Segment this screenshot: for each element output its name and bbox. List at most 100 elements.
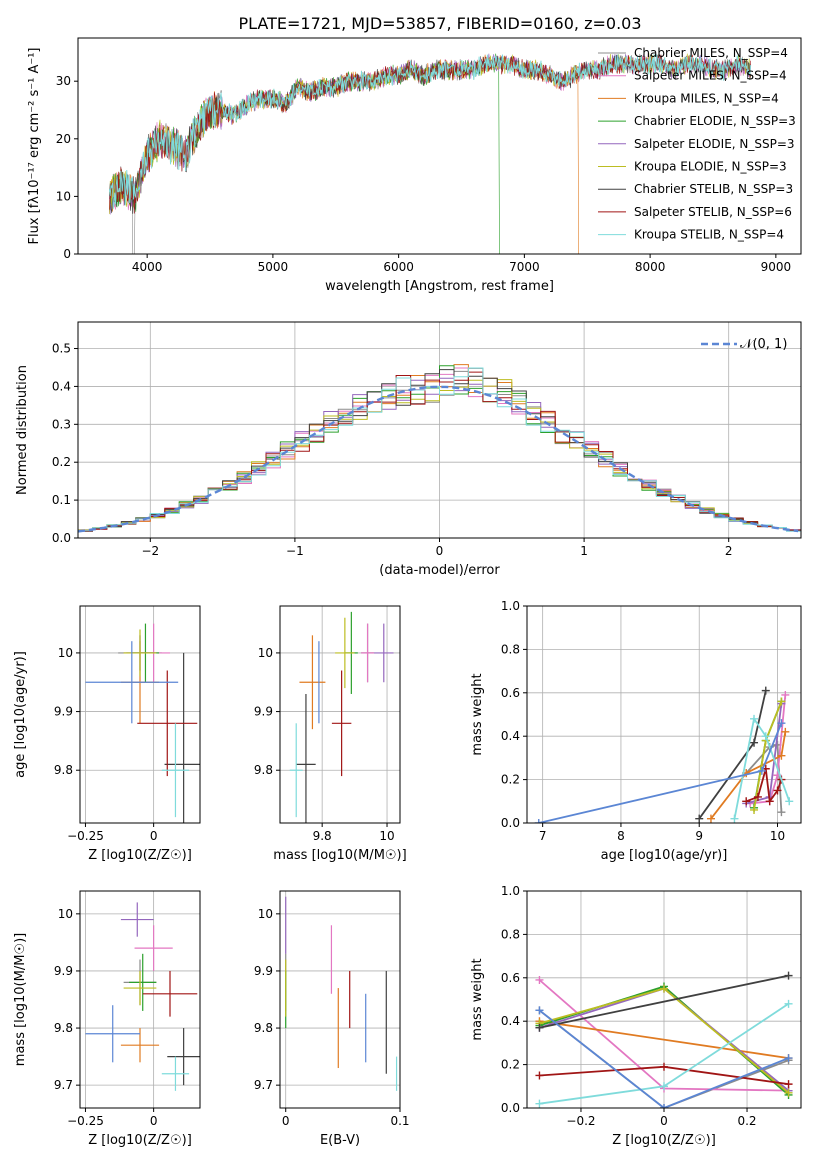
y-tick-label: 9.7 [254, 1078, 273, 1092]
series-marker [784, 971, 793, 980]
series-marker [785, 797, 794, 806]
y-tick-label: 30 [56, 74, 71, 88]
series-marker [761, 732, 770, 741]
legend-entry: Chabrier MILES, N_SSP=4 [634, 46, 788, 60]
y-tick-label: 0.4 [501, 729, 520, 743]
y-tick-label: 9.9 [54, 964, 73, 978]
series-marker [742, 797, 751, 806]
x-tick-label: 0 [150, 829, 158, 843]
y-tick-label: 0.2 [52, 455, 71, 469]
y-tick-label: 10 [258, 646, 273, 660]
data-point [374, 623, 394, 683]
series-marker [777, 751, 786, 760]
series-marker [784, 1054, 793, 1063]
legend-entry: Salpeter MILES, N_SSP=4 [634, 69, 787, 83]
y-tick-label: 0.6 [501, 971, 520, 985]
series-line-0 [745, 743, 783, 813]
x-axis-label: age [log10(age/yr)] [601, 848, 728, 863]
y-axis-label: Normed distribution [15, 365, 30, 495]
data-point [161, 1056, 190, 1091]
x-tick-label: 9000 [761, 260, 792, 274]
x-tick-label: −1 [286, 544, 304, 558]
spectra [108, 53, 752, 254]
series-marker [777, 697, 786, 706]
series-marker [750, 738, 759, 747]
data-point [161, 723, 190, 818]
x-axis-label: wavelength [Angstrom, rest frame] [325, 279, 554, 294]
data-point [299, 635, 326, 730]
series-line-9 [538, 1009, 789, 1108]
series-marker [535, 1099, 544, 1108]
series-marker [781, 690, 790, 699]
series-marker [660, 1082, 668, 1091]
series-marker [660, 1104, 668, 1108]
axes-frame [79, 890, 201, 1109]
y-tick-label: 9.8 [54, 1021, 73, 1035]
y-tick-label: 1.0 [501, 599, 520, 613]
y-tick-label: 0.0 [501, 1101, 520, 1115]
points [289, 611, 394, 823]
x-tick-label: −0.2 [566, 1114, 595, 1128]
y-tick-label: 0.5 [52, 342, 71, 356]
y-tick-label: 1.0 [501, 884, 520, 898]
series-line-8 [733, 716, 791, 819]
y-tick-label: 0 [63, 247, 71, 261]
y-tick-label: 10 [56, 189, 71, 203]
y-tick-label: 0.2 [501, 1058, 520, 1072]
series-marker [750, 805, 759, 814]
histograms [78, 364, 801, 533]
series-line-2 [539, 1020, 789, 1059]
y-tick-label: 10 [258, 907, 273, 921]
axes-frame [79, 605, 201, 824]
series-marker [781, 727, 790, 736]
x-tick-label: 10 [379, 829, 394, 843]
chart-1: −2 −1 0 1 2 0.0 0.1 0.2 0.3 0.4 0.5 (data-model)/er… [15, 321, 802, 578]
chart-6: 0 0.1 9.7 9.8 9.9 10 E(B-V) [254, 890, 410, 1148]
x-axis-label: Z [log10(Z/Z☉)] [612, 1133, 716, 1148]
data-point [361, 623, 375, 683]
series-marker [535, 975, 544, 984]
series-marker [660, 984, 668, 993]
y-tick-label: 0.3 [52, 417, 71, 431]
x-tick-label: −0.25 [67, 1114, 104, 1128]
x-tick-label: 2 [725, 544, 733, 558]
legend-entry: Chabrier STELIB, N_SSP=3 [634, 182, 793, 196]
series-marker [753, 792, 762, 801]
x-tick-label: 8000 [635, 260, 666, 274]
y-tick-label: 0.4 [501, 1014, 520, 1028]
points [85, 623, 200, 823]
y-tick-label: 0.8 [501, 927, 520, 941]
series-marker [784, 1080, 793, 1089]
x-axis-label: (data-model)/error [379, 563, 500, 578]
y-tick-label: 0.1 [52, 493, 71, 507]
figure-title: PLATE=1721, MJD=53857, FIBERID=0160, z=0… [238, 14, 641, 33]
y-tick-label: 10 [58, 907, 73, 921]
y-axis-label: age [log10(age/yr)] [13, 651, 28, 778]
legend-entry: Salpeter ELODIE, N_SSP=3 [634, 137, 795, 151]
x-tick-label: −0.25 [67, 829, 104, 843]
y-tick-label: 0.6 [501, 686, 520, 700]
legend-entry: Kroupa MILES, N_SSP=4 [634, 91, 779, 105]
series-marker [757, 766, 766, 775]
x-axis-label: Z [log10(Z/Z☉)] [88, 848, 192, 863]
x-tick-label: 6000 [383, 260, 414, 274]
series-marker [535, 1006, 544, 1015]
x-tick-label: 7000 [509, 260, 540, 274]
series-marker [765, 797, 774, 806]
data-point [123, 629, 157, 677]
x-tick-label: 4000 [132, 260, 163, 274]
series-line-1 [749, 694, 787, 805]
axes-frame [279, 890, 401, 1109]
data-point [296, 693, 316, 823]
axes-frame [526, 890, 802, 1109]
data-point [331, 670, 352, 777]
spectrum-line-0 [109, 53, 751, 254]
axes-frame [77, 37, 802, 255]
data-point [134, 925, 173, 971]
points [285, 896, 398, 1091]
series-marker [730, 814, 739, 823]
y-tick-label: 10 [58, 646, 73, 660]
y-axis-label: mass weight [470, 958, 485, 1040]
legend-entry: 𝒩(0, 1) [740, 337, 787, 352]
